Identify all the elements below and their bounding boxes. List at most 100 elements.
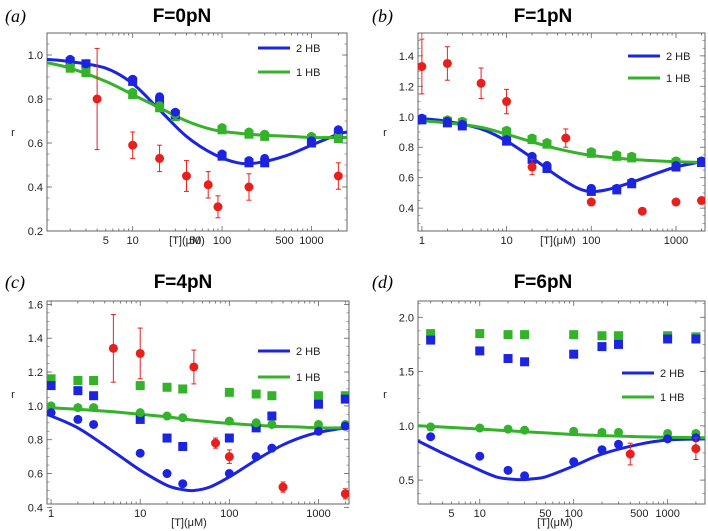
red-point [696,196,705,206]
square-1hb [475,329,485,339]
red-point [340,489,349,499]
panel-title: F=0pN [153,6,212,27]
square-1hb [162,382,172,392]
panel-letter: (c) [5,272,25,293]
square-2hb [597,342,607,352]
circle-2hb [135,448,145,458]
circle-1hb [569,426,579,436]
panel-c: (c) F=4pN r [T](μM) 2 HB 1 HB [5,272,320,529]
fit-curve-2hb [47,412,349,493]
plot-a: 5 10 50 100 500 1000 0.2 0.4 0.6 0.8 1.0 [28,32,348,247]
y-tick-label: 0.4 [28,182,43,194]
panel-title: F=4pN [154,272,213,293]
red-point [135,348,145,358]
square-2hb [73,386,83,396]
circle-2hb [426,432,436,442]
panel-title: F=1pN [514,6,573,27]
y-tick-label: 0.6 [28,138,43,150]
x-tick-label: 1000 [664,235,688,247]
plot-contents [418,329,705,482]
circle-2hb [340,421,349,431]
y-tick-label: 0.8 [28,435,43,447]
fit-curve-1hb [418,119,705,164]
square-1hb [251,389,261,399]
circle-2hb [313,426,323,436]
x-tick-label: 500 [275,235,293,247]
legend-2hb-label: 2 HB [666,51,690,63]
x-tick-label: 5 [103,235,109,247]
circle-2hb [178,479,188,489]
square-1hb [224,387,234,397]
legend: 2 HB 1 HB [258,43,320,79]
red-point [108,343,118,353]
red-point [211,438,221,448]
plot-d: 5 10 50 100 500 1000 0.5 1.0 1.5 2.0 [399,300,706,520]
square-2hb [520,357,530,367]
red-point [476,78,486,88]
circle-2hb [333,125,343,135]
red-point [527,162,537,172]
circle-1hb [627,151,637,161]
legend: 2 HB 1 HB [258,346,320,384]
plot-c: 1 10 100 1000 0.4 0.6 0.8 1.0 1.2 1.4 1.6 [28,299,350,520]
circle-2hb [597,445,607,455]
circle-2hb [696,156,705,166]
circle-1hb [135,408,145,418]
square-2hb [267,411,277,421]
circle-2hb [671,161,681,171]
y-tick-label: 1.2 [28,367,43,379]
x-tick-label: 10 [134,508,146,520]
red-point [213,202,223,212]
circle-1hb [503,424,513,434]
square-1hb [597,331,607,341]
red-point [418,62,427,72]
x-tick-label: 10 [127,235,139,247]
red-point [189,362,199,372]
plot-frame [417,300,706,505]
x-axis-label: [T](μM) [171,517,207,529]
y-tick-label: 1.2 [399,81,414,93]
square-1hb [569,330,579,340]
circle-1hb [65,61,75,71]
square-2hb [313,399,323,409]
panel-letter: (d) [372,272,393,293]
square-2hb [614,339,624,349]
circle-2hb [527,151,537,161]
x-tick-label: 1000 [655,508,679,520]
square-2hb [340,394,349,404]
fit-curve-1hb [418,424,705,440]
red-point [203,180,213,190]
circle-1hb [217,123,227,133]
red-point [671,197,681,207]
y-axis-label: r [383,389,387,401]
circle-2hb [128,74,138,84]
circle-2hb [502,135,512,145]
circle-1hb [244,127,254,137]
legend-1hb-label: 1 HB [660,392,684,404]
red-point [637,206,647,216]
y-tick-label: 1.0 [399,421,414,433]
circle-1hb [597,427,607,437]
y-tick-label: 1.4 [399,51,414,63]
square-2hb [162,433,172,443]
circle-1hb [502,125,512,135]
circle-2hb [47,408,56,418]
circle-2hb [81,59,91,69]
square-1hb [135,381,145,391]
y-axis-label: r [11,127,15,139]
square-1hb [520,330,530,340]
square-1hb [47,374,56,384]
circle-2hb [542,161,552,171]
circle-2hb [612,183,622,193]
y-tick-label: 0.8 [399,142,414,154]
circle-1hb [520,425,530,435]
plot-b: 1 10 100 1000 0.4 0.6 0.8 1.0 1.2 1.4 [399,32,706,247]
red-point [155,153,165,163]
circle-1hb [251,418,261,428]
y-tick-label: 1.4 [28,333,43,345]
circle-1hb [586,147,596,157]
circle-2hb [251,452,261,462]
red-point [691,444,701,454]
circle-1hb [333,131,343,141]
